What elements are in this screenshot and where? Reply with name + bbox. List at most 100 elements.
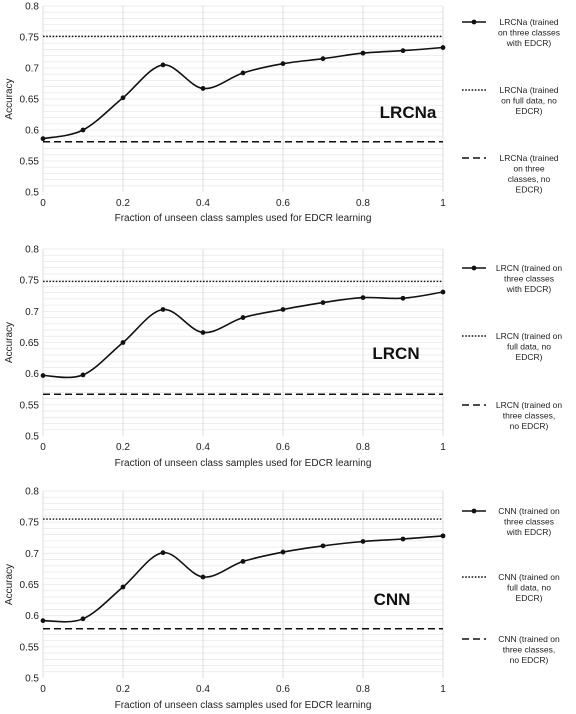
x-tick-label: 1	[440, 198, 446, 209]
data-point	[80, 616, 86, 622]
y-tick-label: 0.75	[20, 518, 40, 529]
gridlines	[42, 5, 444, 192]
legend-label: LRCNa (trained on three classes with EDCR)	[498, 17, 560, 48]
data-point	[40, 373, 46, 378]
data-point	[160, 550, 166, 556]
y-tick-label: 0.65	[20, 338, 40, 349]
chart-panel-cnn: 0.5 0.55 0.6 0.65 0.7 0.75 0.8 0 0.2 0.4 0.6 0.8 1 Fr…	[0, 487, 576, 714]
data-point	[400, 295, 406, 301]
y-tick-label: 0.75	[20, 276, 40, 287]
data-point	[200, 574, 206, 580]
y-tick-label: 0.75	[20, 33, 40, 44]
model-label: CNN	[374, 590, 411, 609]
legend-marker	[471, 265, 477, 271]
x-tick-label: 0.2	[116, 442, 130, 453]
y-tick-label: 0.65	[20, 95, 40, 106]
chart-svg-lrcna: 0.5 0.55 0.6 0.65 0.7 0.75 0.8 0 0.2 0.4 0.6 0.8 1 Fr…	[4, 2, 560, 225]
y-axis-title: Accuracy	[4, 322, 15, 363]
data-point	[360, 295, 366, 301]
data-point	[440, 45, 446, 50]
data-point	[320, 56, 326, 62]
legend-entry: LRCNa (trained on full data, no EDCR)	[462, 85, 559, 116]
x-tick-label: 0.8	[356, 198, 370, 209]
data-point	[160, 307, 166, 312]
y-axis-title: Accuracy	[4, 78, 15, 119]
x-tick-label: 1	[440, 442, 446, 453]
data-point	[360, 50, 366, 56]
data-point	[280, 549, 286, 555]
x-tick-label: 0.2	[116, 684, 130, 695]
data-point	[120, 95, 126, 101]
data-point	[400, 536, 406, 542]
y-tick-label: 0.55	[20, 642, 40, 653]
legend-label: LRCN (trained on three classes with EDCR)	[496, 263, 562, 294]
data-point	[280, 61, 286, 67]
y-tick-label: 0.6	[25, 369, 39, 380]
chart-svg-cnn: 0.5 0.55 0.6 0.65 0.7 0.75 0.8 0 0.2 0.4 0.6 0.8 1 Fr…	[4, 487, 560, 712]
data-point	[360, 539, 366, 544]
legend-entry: LRCN (trained on three classes, no EDCR)	[462, 400, 562, 431]
data-point	[400, 48, 406, 54]
x-tick-label: 0.4	[196, 684, 210, 695]
legend-entry: CNN (trained on three classes with EDCR)	[462, 506, 560, 537]
data-point	[200, 86, 206, 91]
model-label: LRCN	[372, 344, 419, 363]
legend-entry: CNN (trained on full data, no EDCR)	[462, 572, 560, 603]
y-tick-label: 0.55	[20, 157, 40, 168]
y-tick-label: 0.5	[25, 188, 39, 199]
x-tick-label: 0.6	[276, 198, 290, 209]
x-tick-label: 0	[40, 198, 46, 209]
legend-entry: LRCN (trained on three classes with EDCR)	[462, 263, 562, 294]
legend-label: CNN (trained on three classes, no EDCR)	[498, 634, 560, 665]
legend-marker	[471, 508, 477, 514]
data-point	[320, 543, 326, 549]
data-point	[280, 307, 286, 312]
y-tick-label: 0.55	[20, 400, 40, 411]
y-tick-label: 0.8	[25, 2, 39, 13]
gridlines	[42, 248, 444, 436]
data-point	[440, 533, 446, 539]
y-tick-label: 0.7	[25, 64, 39, 75]
y-tick-label: 0.65	[20, 580, 40, 591]
data-point	[80, 127, 86, 133]
legend-label: CNN (trained on three classes with EDCR)	[498, 506, 560, 537]
chart-panel-lrcna: 0.5 0.55 0.6 0.65 0.7 0.75 0.8 0 0.2 0.4 0.6 0.8 1 Fr…	[0, 0, 576, 238]
x-axis-title: Fraction of unseen class samples used fo…	[115, 700, 372, 711]
legend-label: CNN (trained on full data, no EDCR)	[498, 572, 560, 603]
y-tick-label: 0.5	[25, 674, 39, 685]
y-tick-label: 0.6	[25, 126, 39, 137]
data-point	[120, 340, 126, 345]
data-point	[40, 136, 46, 142]
x-tick-label: 0.2	[116, 198, 130, 209]
data-point	[240, 70, 246, 76]
legend-label: LRCNa (trained on full data, no EDCR)	[499, 85, 558, 116]
data-point	[200, 330, 206, 335]
x-tick-label: 0	[40, 442, 46, 453]
legend-label: LRCNa (trained on three classes, no EDCR)	[499, 153, 558, 195]
series-solid-markers	[40, 289, 446, 379]
chart-panel-lrcn: 0.5 0.55 0.6 0.65 0.7 0.75 0.8 0 0.2 0.4 0.6 0.8 1 Fr…	[0, 243, 576, 481]
gridlines	[42, 490, 444, 678]
series-solid-markers	[40, 45, 446, 142]
x-tick-label: 0.8	[356, 442, 370, 453]
y-tick-label: 0.5	[25, 432, 39, 443]
model-label: LRCNa	[380, 103, 437, 122]
data-point	[440, 289, 446, 295]
y-tick-label: 0.7	[25, 307, 39, 318]
y-tick-label: 0.7	[25, 549, 39, 560]
legend-marker	[471, 19, 477, 25]
data-point	[320, 300, 326, 306]
data-point	[40, 618, 46, 624]
data-point	[80, 372, 86, 378]
y-axis-title: Accuracy	[4, 564, 15, 605]
data-point	[240, 315, 246, 320]
series-solid-markers	[40, 533, 446, 624]
legend-entry: LRCN (trained on full data, no EDCR)	[462, 331, 562, 362]
data-point	[120, 584, 126, 590]
legend-entry: LRCNa (trained on three classes with EDCR)	[462, 17, 560, 48]
x-tick-label: 0.4	[196, 442, 210, 453]
y-tick-label: 0.6	[25, 611, 39, 622]
y-tick-label: 0.8	[25, 245, 39, 256]
chart-svg-lrcn: 0.5 0.55 0.6 0.65 0.7 0.75 0.8 0 0.2 0.4 0.6 0.8 1 Fr…	[4, 245, 562, 470]
x-tick-label: 0	[40, 684, 46, 695]
